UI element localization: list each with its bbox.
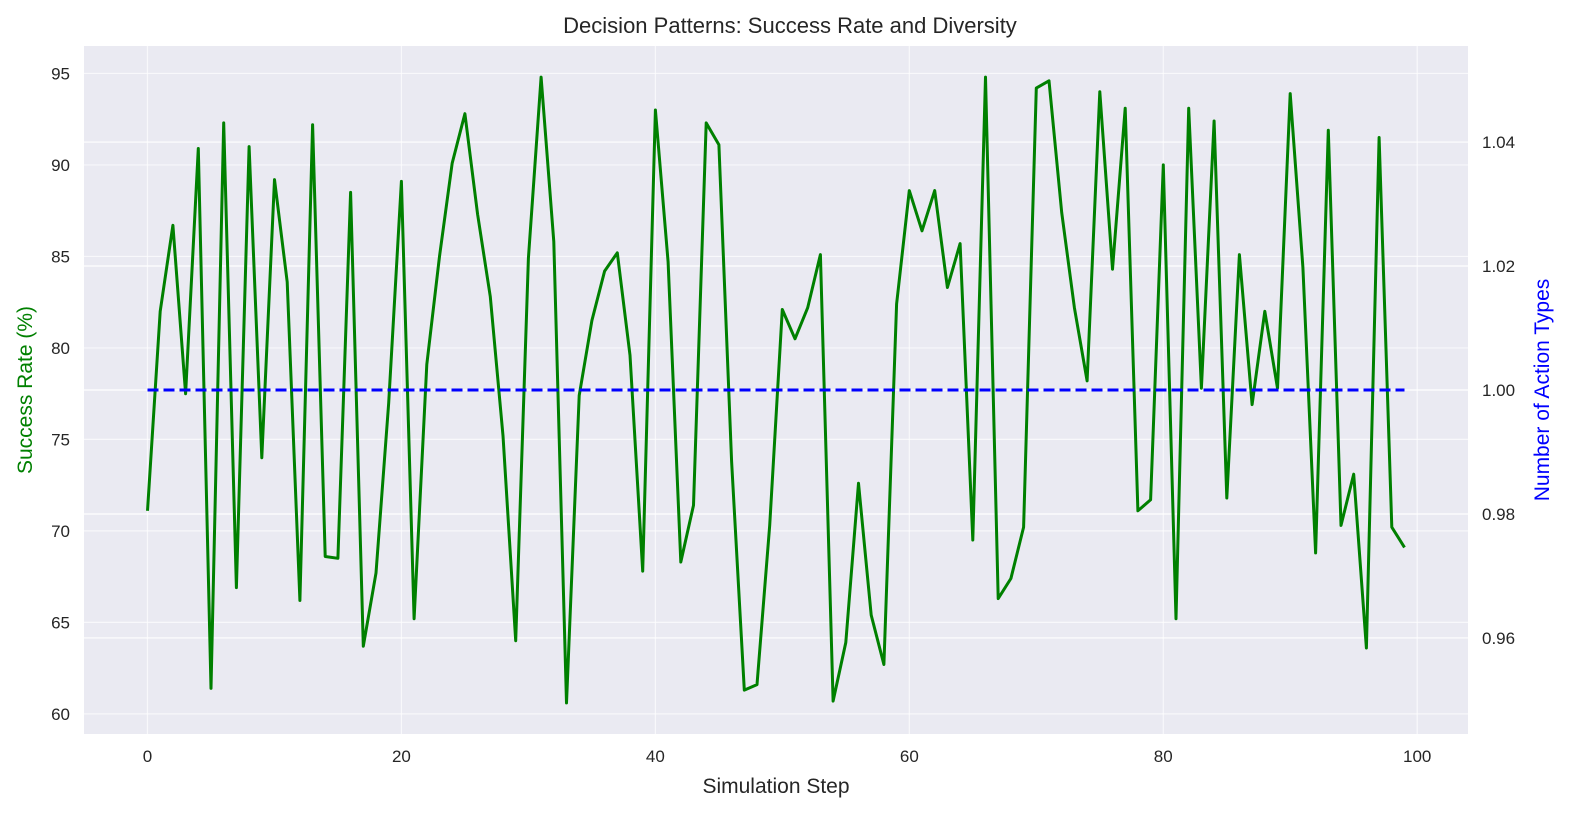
y-axis-label: Success Rate (%) <box>14 306 37 474</box>
x-tick-label: 0 <box>143 747 152 766</box>
y-tick-label: 75 <box>51 430 70 449</box>
x-tick-label: 100 <box>1403 747 1431 766</box>
x-tick-label: 20 <box>392 747 411 766</box>
y-tick-label: 95 <box>51 64 70 83</box>
tick-labels: 0 20 40 60 80 100 60 65 70 75 80 85 90 95 0.96 0.98 1.00… <box>51 64 1515 766</box>
y-tick-label: 80 <box>51 339 70 358</box>
y-tick-label: 70 <box>51 522 70 541</box>
y2-tick-label: 1.02 <box>1482 257 1515 276</box>
x-tick-label: 60 <box>900 747 919 766</box>
y2-tick-label: 0.96 <box>1482 629 1515 648</box>
y2-tick-label: 1.00 <box>1482 381 1515 400</box>
x-axis-label: Simulation Step <box>702 775 849 798</box>
series-layer <box>146 75 1406 705</box>
x-tick-label: 80 <box>1154 747 1173 766</box>
y2-tick-label: 1.04 <box>1482 133 1515 152</box>
y-tick-label: 65 <box>51 613 70 632</box>
y2-tick-label: 0.98 <box>1482 505 1515 524</box>
x-tick-label: 40 <box>646 747 665 766</box>
y-tick-label: 85 <box>51 247 70 266</box>
y-tick-label: 90 <box>51 156 70 175</box>
success-rate-line <box>146 75 1406 705</box>
y2-axis-label: Number of Action Types <box>1531 279 1554 502</box>
y-tick-label: 60 <box>51 705 70 724</box>
chart-title: Decision Patterns: Success Rate and Dive… <box>563 13 1017 38</box>
